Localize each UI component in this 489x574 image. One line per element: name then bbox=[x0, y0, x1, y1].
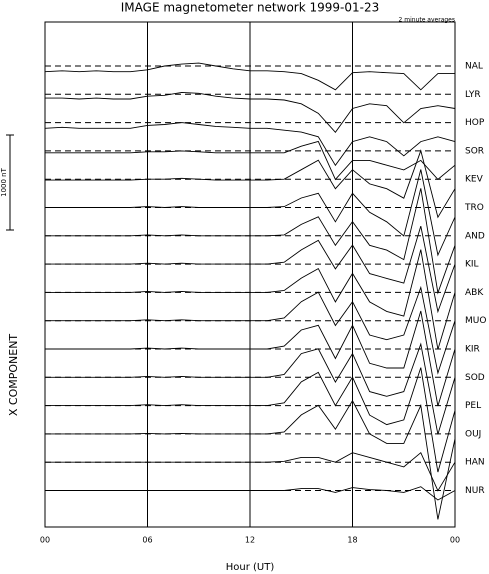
legend-label: NUR bbox=[465, 486, 485, 496]
station-trace bbox=[45, 342, 456, 435]
station-trace bbox=[45, 188, 456, 295]
station-trace bbox=[45, 91, 456, 134]
legend-label: PEL bbox=[465, 401, 481, 411]
legend-label: HAN bbox=[465, 458, 485, 468]
station-trace bbox=[45, 486, 456, 501]
station-trace bbox=[45, 169, 456, 257]
legend-label: KIL bbox=[465, 260, 479, 270]
legend-label: ABK bbox=[465, 288, 484, 298]
scale-bar-label: 1000 nT bbox=[0, 167, 8, 196]
y-axis-label: X COMPONENT bbox=[7, 334, 20, 417]
station-trace bbox=[45, 310, 456, 407]
station-trace bbox=[45, 149, 456, 219]
legend-label: MUO bbox=[465, 316, 486, 326]
station-trace bbox=[44, 122, 456, 167]
station-trace bbox=[45, 399, 456, 520]
legend-label: NAL bbox=[465, 62, 483, 72]
legend-label: SOR bbox=[465, 146, 484, 156]
x-tick-label: 00 bbox=[40, 536, 50, 545]
legend-label: AND bbox=[465, 231, 485, 241]
x-axis-label: Hour (UT) bbox=[226, 562, 275, 573]
legend-label: KEV bbox=[465, 175, 484, 185]
station-trace bbox=[45, 140, 456, 181]
legend-label: SOD bbox=[465, 373, 485, 383]
station-trace bbox=[44, 62, 455, 91]
x-tick-label: 06 bbox=[142, 536, 152, 545]
station-trace bbox=[45, 285, 456, 375]
legend-label: HOP bbox=[465, 118, 485, 128]
station-trace bbox=[45, 249, 456, 350]
station-trace bbox=[45, 451, 456, 492]
legend-label: TRO bbox=[464, 203, 484, 213]
station-trace bbox=[45, 225, 456, 314]
subtitle: 2 minute averages bbox=[399, 17, 455, 24]
chart-title: IMAGE magnetometer network 1999-01-23 bbox=[121, 1, 379, 15]
x-tick-label: 12 bbox=[245, 536, 255, 545]
legend-label: KIR bbox=[465, 345, 480, 355]
x-tick-label: 18 bbox=[347, 536, 357, 545]
legend-label: LYR bbox=[465, 90, 481, 100]
station-trace bbox=[45, 367, 456, 473]
legend-label: OUJ bbox=[465, 429, 481, 439]
x-tick-label: 00 bbox=[450, 536, 460, 545]
